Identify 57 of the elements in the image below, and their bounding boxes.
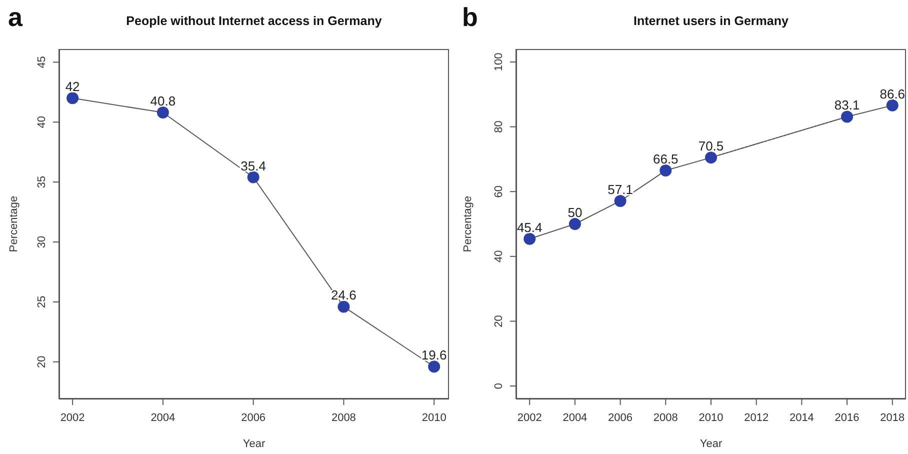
x-tick-label: 2014 <box>789 412 814 424</box>
x-tick-label: 2006 <box>241 412 266 424</box>
x-tick-label: 2012 <box>744 412 769 424</box>
x-tick-label: 2002 <box>60 412 85 424</box>
x-axis-title: Year <box>242 438 266 450</box>
y-tick-label: 60 <box>493 185 505 198</box>
y-tick-label: 25 <box>36 296 48 308</box>
x-tick-label: 2010 <box>698 412 724 424</box>
point <box>247 171 260 184</box>
point <box>886 99 898 112</box>
data-label: 86.6 <box>880 86 906 102</box>
point <box>156 106 169 119</box>
data-label: 19.6 <box>421 348 447 363</box>
text: a <box>8 2 22 33</box>
y-axis-title: Percentage <box>8 196 20 252</box>
chart-title: Internet users in Germany <box>632 14 790 28</box>
y-axis-title: Percentage <box>462 196 474 252</box>
y-tick-label: 0 <box>493 382 505 390</box>
y-tick-label: 45 <box>36 56 48 68</box>
y-tick-label: 40 <box>493 250 505 263</box>
x-tick-label: 2016 <box>834 412 860 424</box>
data-label: 83.1 <box>834 98 860 113</box>
point <box>841 110 854 123</box>
point <box>568 218 581 230</box>
data-label: 66.5 <box>652 152 678 167</box>
point <box>338 300 350 313</box>
point <box>66 92 79 104</box>
text: b <box>462 2 478 33</box>
data-label: 42 <box>65 79 80 94</box>
data-label: 40.8 <box>150 94 176 109</box>
y-tick-label: 20 <box>493 315 505 328</box>
y-tick-label: 30 <box>36 236 48 248</box>
x-tick-label: 2008 <box>653 412 678 424</box>
y-tick-label: 80 <box>493 120 505 133</box>
y-tick-label: 40 <box>36 116 48 128</box>
data-label: 50 <box>568 205 582 220</box>
data-label: 57.1 <box>608 182 633 197</box>
x-tick-label: 2008 <box>331 412 356 424</box>
y-tick-label: 35 <box>36 176 48 188</box>
x-tick-label: 2004 <box>150 412 176 424</box>
x-tick-label: 2018 <box>880 412 905 424</box>
point <box>428 360 440 373</box>
point <box>614 194 626 207</box>
data-label: 45.4 <box>516 220 542 235</box>
x-axis-title: Year <box>698 438 724 450</box>
point <box>705 152 717 164</box>
y-tick-label: 100 <box>493 52 505 72</box>
x-tick-label: 2010 <box>422 412 446 424</box>
data-label: 35.4 <box>240 158 266 174</box>
point <box>660 164 672 177</box>
y-tick-label: 20 <box>36 356 48 368</box>
x-tick-label: 2002 <box>517 412 542 424</box>
chart-title: People without Internet access in Germany <box>125 14 383 28</box>
data-label: 70.5 <box>698 138 724 154</box>
x-tick-label: 2004 <box>562 412 588 424</box>
x-tick-label: 2006 <box>608 412 633 424</box>
point <box>524 232 536 245</box>
